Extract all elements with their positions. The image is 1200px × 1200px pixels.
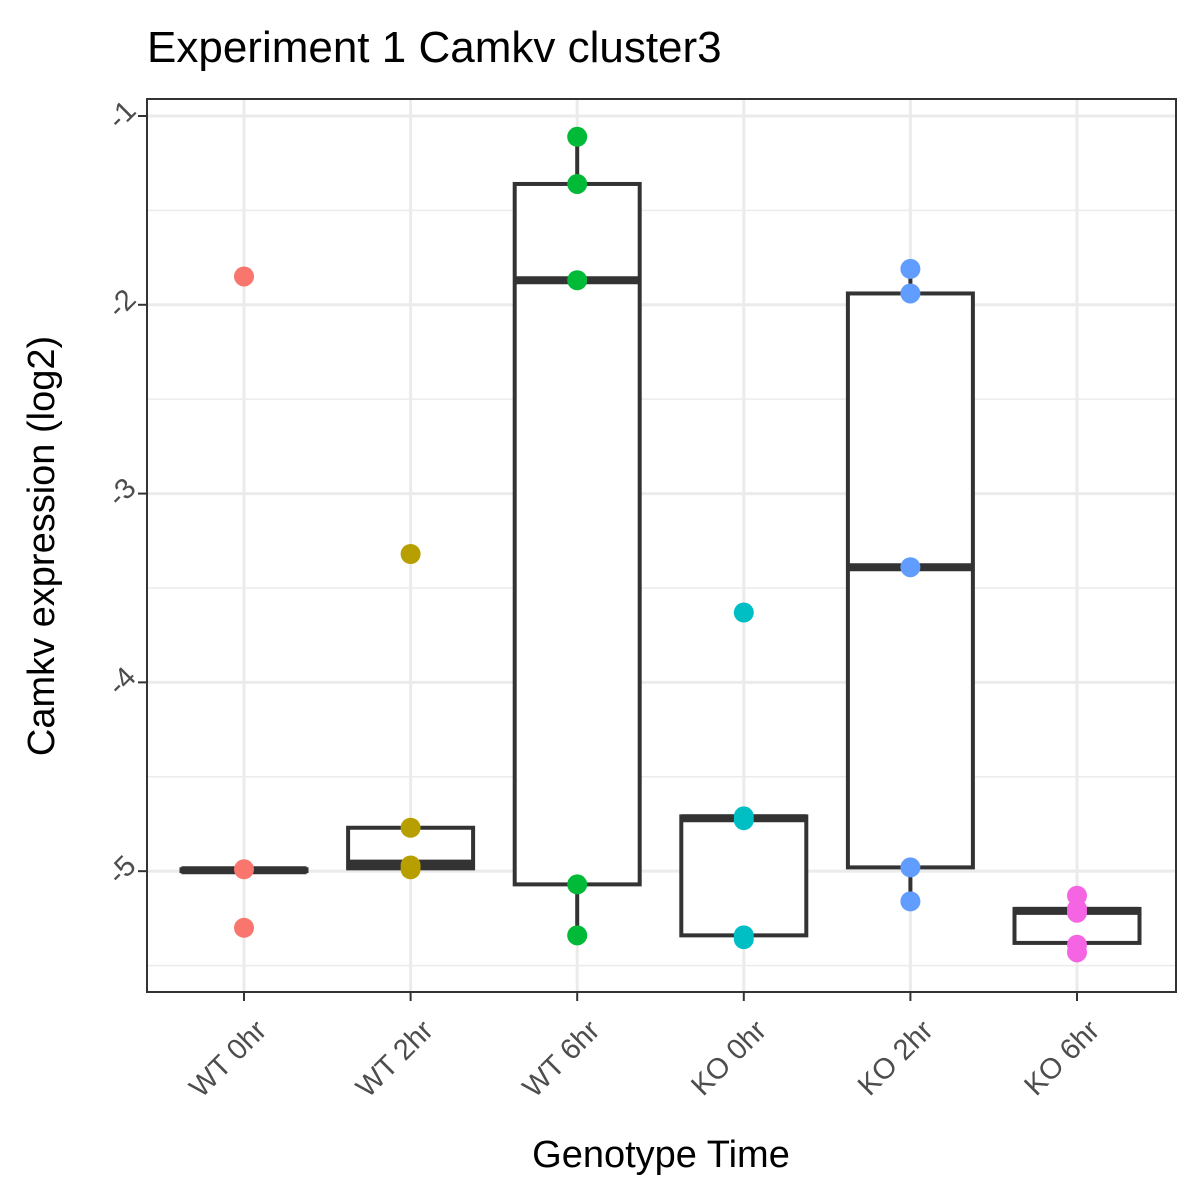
box [512,181,642,887]
y-tick-label: -4 [102,661,143,702]
box [679,814,809,938]
plot-panel [147,99,1176,992]
x-tick-label: KO 0hr [685,1014,773,1102]
data-point [900,258,921,279]
data-point [400,543,421,564]
data-point [733,602,754,623]
data-point [1067,902,1087,923]
x-axis-title: Genotype Time [532,1134,790,1176]
data-point [567,874,588,895]
plot-border [146,98,1177,993]
data-point [900,857,921,878]
x-tick-label: WT 2hr [350,1014,440,1104]
y-tick-label: -3 [102,472,143,513]
data-point [234,917,254,938]
data-point [567,925,588,946]
data-point [400,859,421,880]
y-tick-label: -5 [102,850,143,891]
data-point [567,173,588,194]
data-point [900,283,921,304]
data-point [733,929,754,950]
data-point [567,270,588,291]
chart-title: Experiment 1 Camkv cluster3 [147,23,722,72]
data-point [900,557,921,578]
x-tick-label: KO 2hr [852,1014,940,1102]
data-point [234,859,254,880]
data-point [234,266,254,287]
data-point [400,817,421,838]
data-point [900,891,921,912]
y-axis-title: Camkv expression (log2) [21,336,63,756]
x-tick-label: WT 0hr [184,1014,274,1104]
y-tick-label: -1 [102,95,143,136]
data-point [1067,942,1087,963]
x-tick-label: WT 6hr [517,1014,607,1104]
y-tick-label: -2 [102,283,143,324]
box [845,291,975,870]
data-point [733,810,754,831]
x-tick-label: KO 6hr [1018,1014,1106,1102]
data-point [567,126,588,147]
